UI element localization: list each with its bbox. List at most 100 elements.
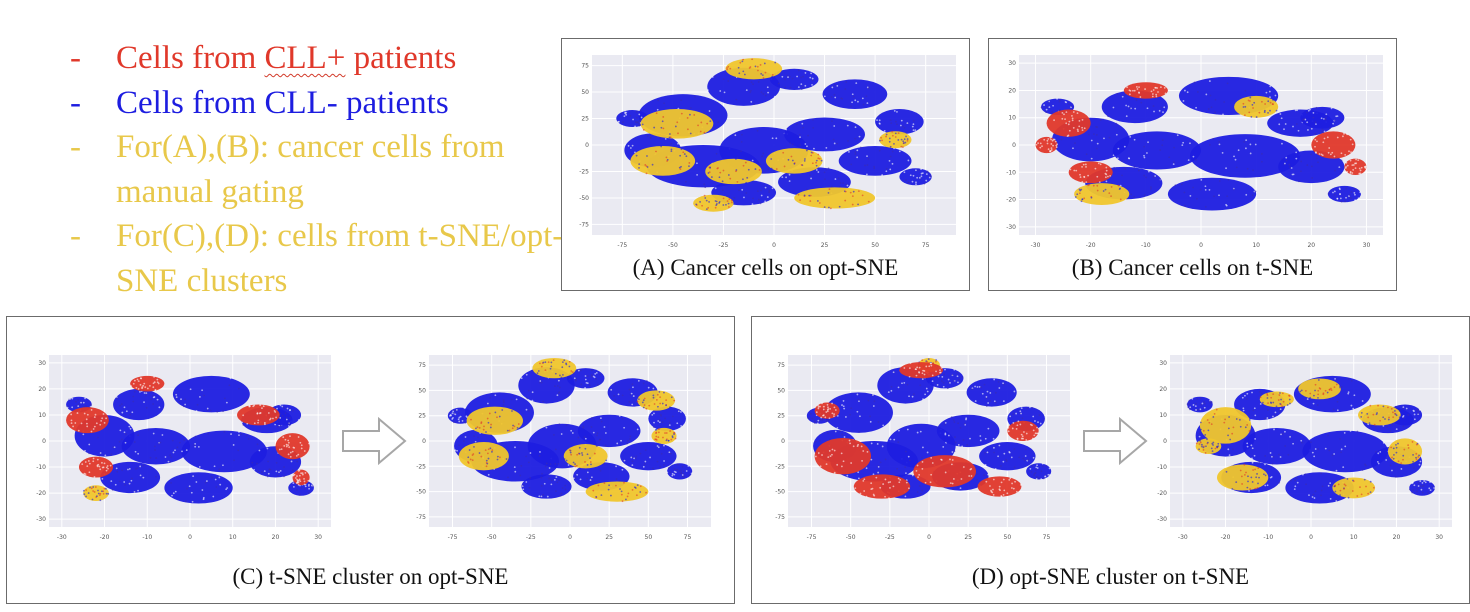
scatter-point [1264, 484, 1267, 487]
scatter-point [634, 457, 637, 460]
scatter-point [631, 383, 634, 386]
scatter-point [564, 484, 567, 487]
scatter-point [297, 483, 300, 486]
scatter-point [644, 164, 647, 166]
scatter-point [829, 408, 832, 410]
scatter-point [303, 480, 306, 483]
scatter-point [184, 398, 187, 401]
scatter-point [1363, 478, 1366, 481]
scatter-point [311, 485, 314, 488]
scatter-point [88, 471, 91, 474]
scatter-point [132, 395, 135, 398]
scatter-point [799, 199, 801, 202]
scatter-point [643, 463, 646, 466]
scatter-point [1096, 142, 1099, 145]
scatter-point [215, 486, 218, 488]
scatter-point [1029, 406, 1031, 409]
scatter-point [1079, 176, 1082, 179]
scatter-point [827, 406, 829, 409]
scatter-point [307, 479, 310, 482]
scatter-point [1279, 402, 1282, 405]
scatter-point [170, 456, 173, 459]
scatter-point [1032, 456, 1035, 459]
scatter-point [685, 470, 688, 472]
scatter-point [800, 88, 803, 91]
scatter-point [1310, 153, 1313, 156]
scatter-point [167, 460, 170, 463]
y-tick-label: -20 [1157, 490, 1167, 497]
scatter-point [950, 416, 953, 419]
highlight-cluster-red [814, 437, 872, 475]
scatter-point [1029, 467, 1032, 470]
scatter-point [1153, 110, 1155, 113]
scatter-point [1391, 456, 1393, 459]
scatter-point [639, 452, 642, 455]
scatter-point [105, 487, 107, 490]
scatter-point [1077, 130, 1079, 133]
scatter-point [1277, 399, 1280, 401]
x-tick-label: 75 [1043, 534, 1051, 541]
scatter-point [71, 397, 74, 400]
scatter-point [953, 368, 956, 371]
scatter-point [681, 474, 684, 476]
scatter-point [1356, 495, 1359, 497]
scatter-point [1045, 108, 1048, 111]
scatter-point [1104, 188, 1107, 191]
scatter-point [921, 461, 924, 463]
scatter-point [900, 145, 903, 148]
x-tick-label: 10 [1252, 242, 1260, 249]
scatter-point [884, 495, 886, 498]
scatter-point [1416, 487, 1419, 490]
scatter-point [1317, 393, 1320, 396]
scatter-point [1333, 453, 1336, 455]
scatter-point [1250, 116, 1253, 118]
scatter-point [944, 471, 947, 474]
scatter-point [657, 446, 660, 449]
scatter-point [99, 499, 102, 502]
scatter-point [102, 493, 105, 495]
scatter-point [1311, 451, 1314, 454]
scatter-point [670, 150, 673, 153]
scatter-point [1147, 141, 1149, 144]
scatter-point [1307, 109, 1310, 112]
scatter-point [140, 377, 143, 380]
scatter-point [978, 385, 981, 388]
highlight-cluster-yellow [466, 406, 523, 435]
scatter-point [1315, 123, 1317, 126]
scatter-point [717, 167, 719, 169]
y-tick-label: -25 [416, 463, 426, 470]
scatter-point [962, 466, 965, 468]
scatter-point [902, 142, 905, 145]
scatter-point [831, 453, 833, 456]
scatter-point [1187, 406, 1190, 409]
scatter-point [954, 441, 957, 444]
scatter-point [1318, 387, 1321, 389]
scatter-point [885, 133, 888, 136]
scatter-point [899, 124, 902, 127]
scatter-point [885, 170, 888, 173]
scatter-point [813, 420, 816, 423]
y-tick-label: 75 [777, 362, 785, 369]
scatter-point [872, 405, 875, 407]
scatter-point [176, 446, 179, 449]
scatter-point [804, 143, 807, 145]
scatter-point [214, 478, 217, 481]
scatter-point [906, 138, 909, 140]
scatter-point [915, 469, 918, 472]
scatter-point [891, 130, 894, 133]
scatter-point [502, 404, 505, 406]
scatter-point [1395, 475, 1397, 478]
scatter-point [1226, 195, 1229, 198]
scatter-point [1281, 392, 1284, 395]
plot-a: -75 -50 -25 0 25 50 75 75 50 25 0 -25 -50 -75 [570, 51, 962, 251]
scatter-point [1421, 485, 1424, 488]
scatter-point [1417, 482, 1420, 484]
panel-d: -75 -50 -25 0 25 50 75 75 50 25 0 -25 -50 -75 -30 -20-… [751, 316, 1470, 604]
scatter-point [903, 138, 906, 141]
scatter-point [1184, 89, 1186, 92]
scatter-point [1048, 467, 1051, 470]
scatter-point [1159, 149, 1162, 152]
scatter-point [1339, 438, 1342, 440]
scatter-point [1035, 466, 1038, 469]
x-tick-label: -30 [57, 534, 67, 541]
